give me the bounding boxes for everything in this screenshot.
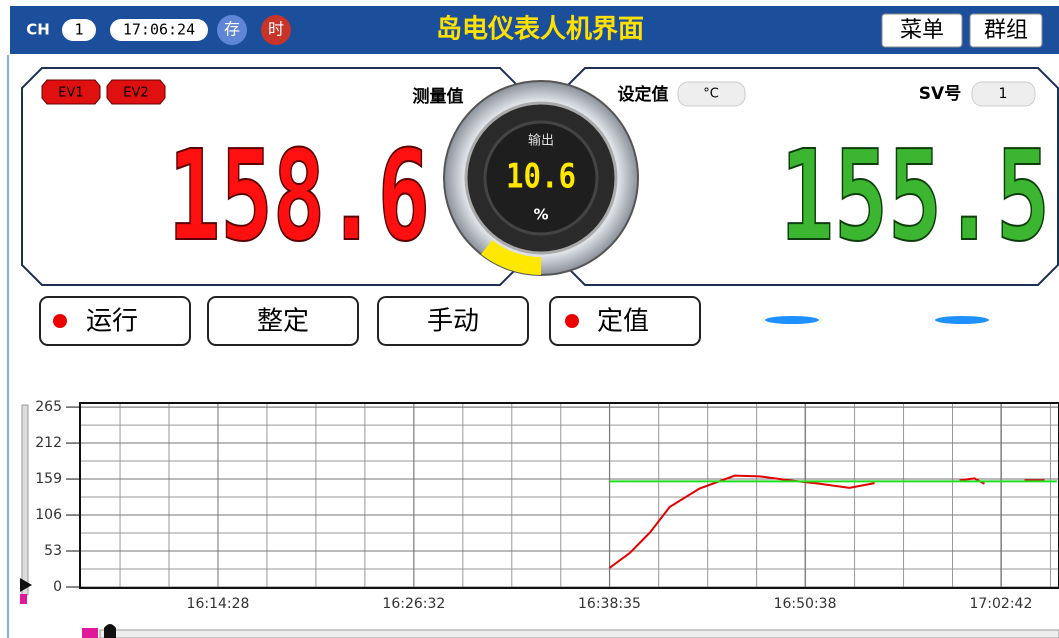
group-label: 群组: [984, 18, 1028, 43]
plot-border: [79, 402, 1059, 589]
save-button[interactable]: [217, 15, 247, 45]
gauge-arc: [481, 239, 542, 275]
time-pill: [110, 19, 208, 41]
y-tick-label: 265: [35, 399, 62, 415]
x-tick-label: 16:26:32: [382, 596, 445, 612]
clock-label: 时: [268, 20, 284, 39]
menu-label: 菜单: [900, 18, 944, 43]
sv-no-pill[interactable]: [971, 81, 1036, 107]
y-tick-label: 106: [35, 507, 62, 523]
ch-label: CH: [26, 21, 50, 39]
alarm-label: EV2: [123, 86, 148, 101]
channel-pill[interactable]: [62, 19, 96, 41]
pv-label: 测量值: [413, 86, 464, 107]
gauge-unit: %: [533, 206, 548, 224]
fixed-button[interactable]: [549, 296, 701, 346]
clock-time: 17:06:24: [123, 21, 195, 39]
alarm-badge: [41, 79, 101, 105]
indicator: [765, 316, 819, 324]
sv-value: 155.5: [780, 124, 1050, 269]
gauge-inner: [483, 120, 599, 236]
button-label: 定值: [597, 307, 649, 337]
group-button[interactable]: [969, 13, 1043, 48]
alarm-badge: [106, 79, 166, 105]
x-tick-label: 16:14:28: [187, 596, 250, 612]
gauge-value: 10.6: [506, 157, 576, 197]
y-scroll[interactable]: [21, 404, 29, 596]
gauge-label: 输出: [528, 133, 554, 149]
y-tick-label: 53: [44, 543, 62, 559]
y-tick-label: 0: [53, 579, 62, 595]
run-button[interactable]: [39, 296, 191, 346]
button-label: 运行: [86, 307, 138, 337]
sv-no: 1: [999, 86, 1008, 102]
pv-panel: [21, 67, 521, 286]
button-label: 整定: [257, 307, 309, 337]
sv-unit: °C: [703, 87, 719, 102]
indicator: [935, 316, 989, 324]
sv-label: 设定值: [618, 84, 669, 105]
sv-no-label: SV号: [919, 84, 961, 104]
x-pointer[interactable]: [104, 624, 116, 638]
x-tick-label: 16:38:35: [578, 596, 641, 612]
y-tick-label: 212: [35, 435, 62, 451]
y-tick-label: 159: [35, 471, 62, 487]
x-tick-label: 17:02:42: [969, 596, 1032, 612]
x-marker: [82, 628, 98, 638]
plot-area: [80, 403, 1059, 588]
save-label: 存: [224, 20, 240, 39]
y-pointer[interactable]: [20, 578, 32, 592]
channel: 1: [74, 21, 83, 39]
x-scroll[interactable]: [99, 629, 1059, 638]
clock-button[interactable]: [261, 15, 291, 45]
screen-title: 岛电仪表人机界面: [436, 14, 644, 45]
x-tick-label: 16:50:38: [774, 596, 837, 612]
unit-pill[interactable]: [677, 81, 746, 107]
manual-button[interactable]: [377, 296, 529, 346]
tune-button[interactable]: [207, 296, 359, 346]
pv-value: 158.6: [168, 124, 430, 269]
status-dot: [565, 314, 579, 328]
menu-button[interactable]: [881, 13, 963, 48]
status-dot: [53, 314, 67, 328]
y-marker: [20, 594, 27, 604]
button-label: 手动: [427, 307, 479, 337]
alarm-label: EV1: [58, 86, 83, 101]
